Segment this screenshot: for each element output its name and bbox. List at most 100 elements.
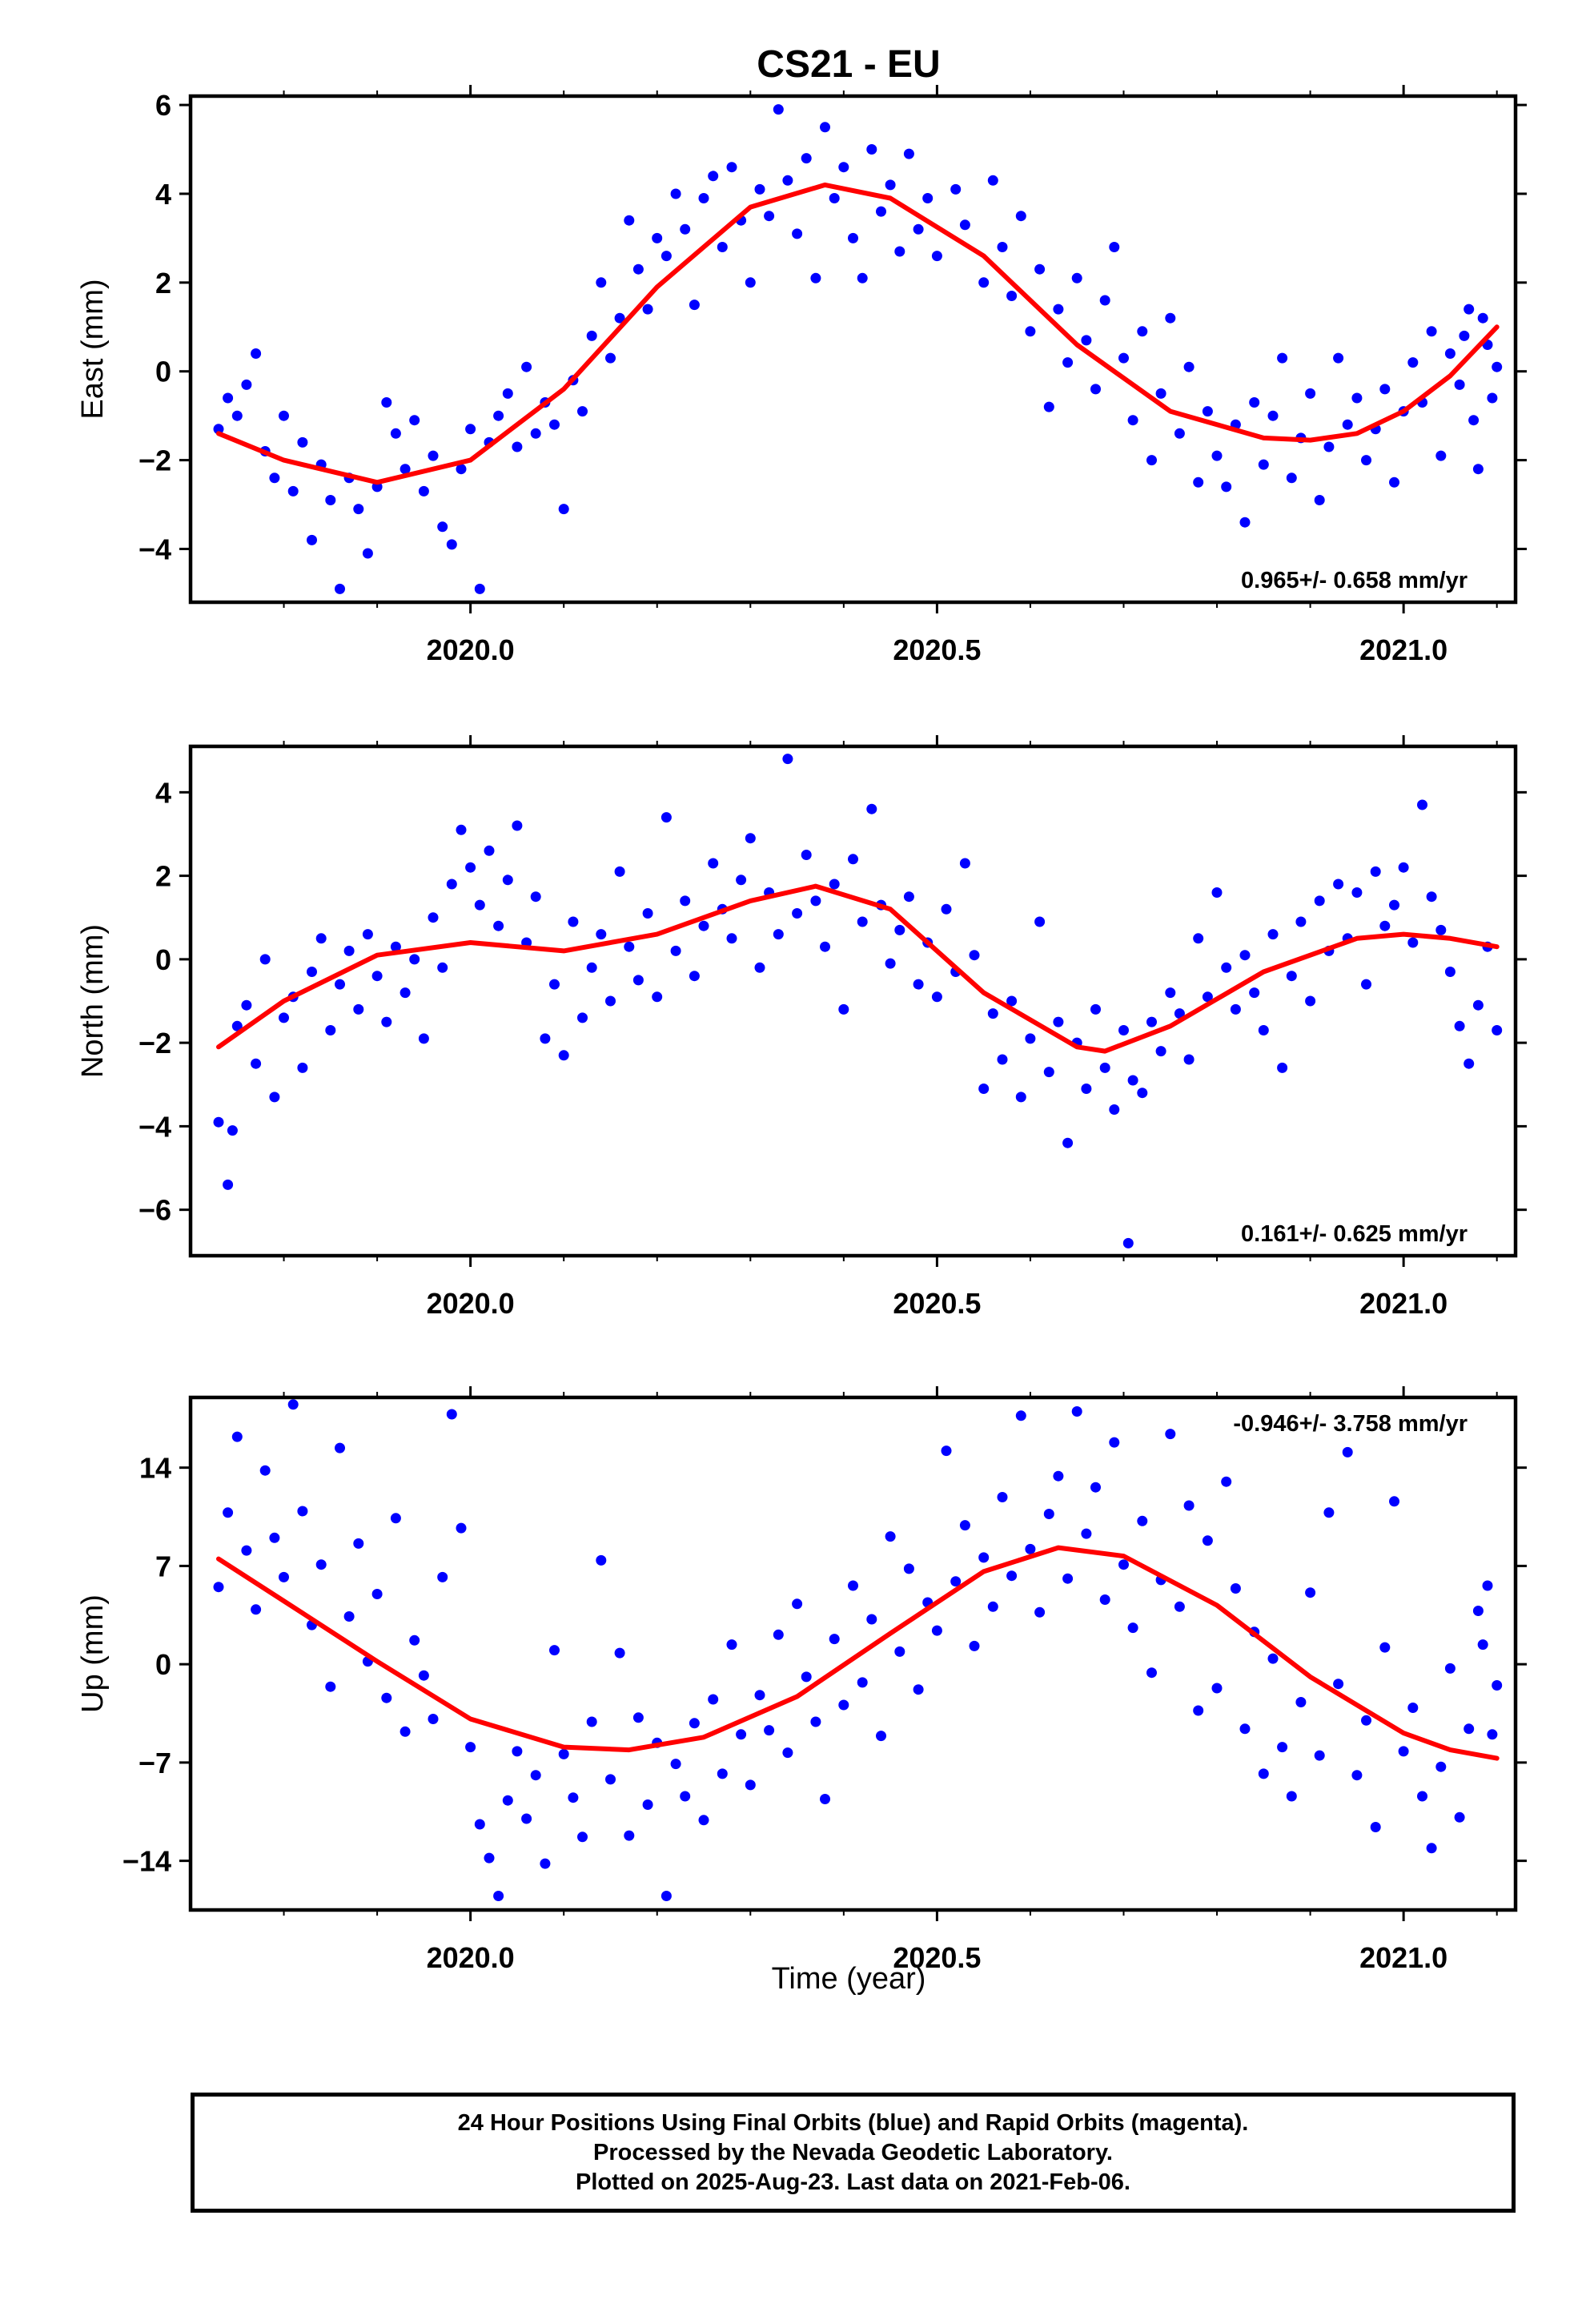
up-data-point bbox=[1464, 1723, 1475, 1735]
up-data-point bbox=[642, 1799, 653, 1810]
up-data-point bbox=[1230, 1583, 1241, 1594]
north-data-point bbox=[1267, 929, 1279, 940]
east-data-point bbox=[390, 428, 401, 439]
north-data-point bbox=[698, 920, 709, 931]
north-data-point bbox=[1062, 1137, 1074, 1148]
up-data-point bbox=[1267, 1653, 1279, 1664]
east-data-point bbox=[437, 521, 448, 533]
up-data-point bbox=[1202, 1535, 1213, 1546]
east-data-point bbox=[810, 272, 821, 283]
up-data-point bbox=[670, 1759, 681, 1770]
north-data-point bbox=[371, 971, 383, 982]
north-data-point bbox=[1146, 1016, 1157, 1027]
up-ytick-label: 0 bbox=[155, 1648, 171, 1681]
north-data-point bbox=[642, 908, 653, 919]
up-frame bbox=[188, 1395, 1518, 1912]
north-data-point bbox=[1389, 899, 1399, 911]
north-ytick-label: −6 bbox=[139, 1194, 171, 1227]
east-data-point bbox=[307, 534, 317, 545]
up-data-point bbox=[1137, 1515, 1148, 1526]
north-data-point bbox=[1295, 916, 1307, 927]
east-data-point bbox=[549, 419, 560, 430]
up-data-layer bbox=[213, 1399, 1503, 1901]
east-data-point bbox=[596, 277, 607, 288]
north-data-point bbox=[1211, 887, 1223, 898]
east-data-point bbox=[400, 464, 411, 475]
east-data-point bbox=[792, 228, 803, 239]
east-data-point bbox=[950, 183, 962, 195]
east-data-point bbox=[1464, 304, 1475, 315]
north-data-point bbox=[390, 941, 401, 952]
east-data-point bbox=[1127, 415, 1138, 426]
east-y-axis-title: East (mm) bbox=[76, 279, 110, 419]
north-data-point bbox=[1398, 862, 1409, 873]
east-data-point bbox=[698, 193, 709, 203]
east-data-point bbox=[801, 153, 812, 164]
north-data-point bbox=[353, 1003, 364, 1015]
up-data-point bbox=[614, 1647, 625, 1659]
east-data-point bbox=[1435, 450, 1447, 461]
east-data-point bbox=[1333, 352, 1344, 364]
up-xtick-label: 2020.0 bbox=[427, 1941, 515, 1974]
north-data-point bbox=[838, 1003, 849, 1015]
north-data-point bbox=[1370, 866, 1381, 877]
up-data-point bbox=[754, 1690, 765, 1701]
up-data-point bbox=[941, 1445, 952, 1457]
east-data-point bbox=[418, 485, 429, 497]
north-rate-annotation: 0.161+/- 0.625 mm/yr bbox=[1241, 1221, 1468, 1247]
north-data-point bbox=[1122, 1237, 1134, 1248]
up-data-point bbox=[1034, 1606, 1046, 1618]
north-data-point bbox=[652, 991, 663, 1003]
north-data-point bbox=[848, 854, 858, 865]
east-data-point bbox=[782, 175, 793, 186]
up-data-point bbox=[1109, 1437, 1120, 1448]
east-data-point bbox=[465, 424, 476, 435]
east-data-point bbox=[241, 379, 252, 390]
north-data-point bbox=[1435, 924, 1447, 935]
east-data-point bbox=[297, 436, 308, 448]
north-data-point bbox=[1417, 799, 1427, 810]
east-data-point bbox=[670, 188, 681, 199]
up-data-point bbox=[428, 1714, 439, 1724]
up-data-point bbox=[1379, 1642, 1391, 1653]
east-data-point bbox=[661, 251, 672, 262]
east-data-point bbox=[997, 242, 1008, 252]
up-data-point bbox=[1295, 1697, 1307, 1707]
up-data-point bbox=[848, 1580, 858, 1591]
north-data-point bbox=[446, 879, 457, 890]
north-data-point bbox=[987, 1008, 998, 1019]
up-data-point bbox=[1361, 1715, 1371, 1726]
up-data-point bbox=[446, 1409, 457, 1420]
up-data-point bbox=[279, 1571, 289, 1582]
north-data-point bbox=[1492, 1025, 1503, 1035]
up-data-point bbox=[680, 1791, 691, 1802]
east-xtick-label: 2020.5 bbox=[893, 633, 981, 666]
up-data-point bbox=[1370, 1822, 1381, 1832]
north-data-point bbox=[829, 879, 840, 890]
north-data-point bbox=[1379, 920, 1391, 931]
north-data-point bbox=[1426, 891, 1437, 903]
up-data-point bbox=[773, 1629, 784, 1640]
east-data-point bbox=[1351, 392, 1363, 404]
north-data-point bbox=[409, 954, 420, 965]
north-data-point bbox=[502, 875, 513, 886]
east-data-point bbox=[1099, 295, 1110, 306]
up-data-point bbox=[1492, 1680, 1503, 1691]
east-data-point bbox=[371, 481, 383, 493]
up-ytick-label: −14 bbox=[122, 1845, 171, 1878]
north-data-point bbox=[1053, 1016, 1064, 1027]
north-data-point bbox=[670, 945, 681, 956]
footer-line-2: Processed by the Nevada Geodetic Laborat… bbox=[593, 2139, 1113, 2165]
up-data-point bbox=[1398, 1746, 1409, 1757]
north-data-point bbox=[1155, 1046, 1166, 1057]
east-data-point bbox=[614, 312, 625, 324]
north-data-point bbox=[866, 803, 877, 814]
east-data-point bbox=[903, 148, 914, 159]
east-data-point bbox=[1323, 441, 1335, 452]
east-data-point bbox=[745, 277, 756, 288]
east-data-point bbox=[1071, 272, 1082, 283]
east-ytick-label: 4 bbox=[155, 178, 171, 211]
north-data-point bbox=[558, 1050, 569, 1061]
up-data-point bbox=[782, 1747, 793, 1759]
